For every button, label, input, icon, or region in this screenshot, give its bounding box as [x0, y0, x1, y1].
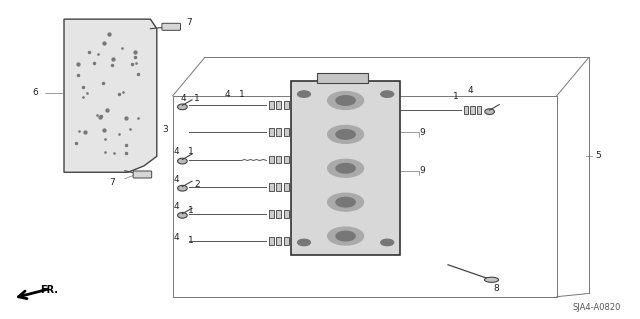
- Text: 6: 6: [33, 88, 38, 97]
- Bar: [276, 128, 281, 137]
- Text: 7: 7: [109, 178, 115, 187]
- Ellipse shape: [177, 158, 187, 164]
- Bar: [477, 106, 481, 114]
- Bar: [276, 182, 281, 190]
- Bar: [276, 210, 281, 218]
- Text: 4: 4: [468, 86, 473, 95]
- Text: 3: 3: [163, 125, 168, 134]
- Bar: [284, 155, 289, 163]
- Text: 4: 4: [173, 233, 179, 242]
- Circle shape: [381, 91, 394, 97]
- Text: 9: 9: [420, 166, 425, 175]
- Ellipse shape: [177, 212, 187, 218]
- Bar: [284, 237, 289, 245]
- Bar: [284, 128, 289, 137]
- Bar: [269, 182, 274, 190]
- Circle shape: [298, 239, 310, 246]
- Bar: [269, 210, 274, 218]
- Text: 1: 1: [195, 94, 200, 103]
- Bar: [269, 155, 274, 163]
- Text: SJA4-A0820: SJA4-A0820: [572, 303, 621, 312]
- Bar: [464, 106, 468, 114]
- Bar: [276, 237, 281, 245]
- Bar: [276, 155, 281, 163]
- Bar: [284, 182, 289, 190]
- Text: 1: 1: [239, 90, 244, 99]
- Circle shape: [381, 239, 394, 246]
- Text: 4: 4: [225, 90, 230, 99]
- Text: 4: 4: [173, 147, 179, 156]
- Circle shape: [328, 227, 364, 245]
- Text: 1: 1: [453, 92, 458, 101]
- Text: 1: 1: [188, 206, 193, 215]
- Ellipse shape: [485, 109, 495, 115]
- Text: 1: 1: [188, 236, 193, 245]
- FancyBboxPatch shape: [133, 171, 152, 178]
- FancyBboxPatch shape: [291, 81, 400, 255]
- Circle shape: [336, 130, 355, 139]
- Circle shape: [336, 231, 355, 241]
- Bar: [284, 101, 289, 109]
- Ellipse shape: [484, 277, 499, 282]
- Circle shape: [328, 92, 364, 109]
- Bar: [276, 101, 281, 109]
- Text: 1: 1: [188, 147, 193, 156]
- Text: 9: 9: [420, 128, 425, 137]
- Bar: [284, 210, 289, 218]
- Text: 4: 4: [181, 94, 186, 103]
- Text: 2: 2: [195, 180, 200, 189]
- Circle shape: [298, 91, 310, 97]
- Text: 4: 4: [173, 175, 179, 184]
- Text: 7: 7: [186, 19, 191, 27]
- Circle shape: [328, 193, 364, 211]
- Circle shape: [336, 163, 355, 173]
- Circle shape: [328, 159, 364, 177]
- Bar: [470, 106, 475, 114]
- Bar: [269, 128, 274, 137]
- FancyBboxPatch shape: [317, 73, 368, 83]
- Text: 4: 4: [173, 202, 179, 211]
- Bar: [269, 101, 274, 109]
- Text: 5: 5: [596, 151, 601, 160]
- Circle shape: [336, 96, 355, 105]
- Circle shape: [328, 125, 364, 143]
- Ellipse shape: [177, 104, 187, 110]
- FancyBboxPatch shape: [162, 23, 180, 30]
- Polygon shape: [64, 19, 157, 172]
- Text: 8: 8: [494, 284, 499, 293]
- Bar: [269, 237, 274, 245]
- Ellipse shape: [177, 185, 187, 191]
- Circle shape: [336, 197, 355, 207]
- Text: FR.: FR.: [40, 285, 58, 295]
